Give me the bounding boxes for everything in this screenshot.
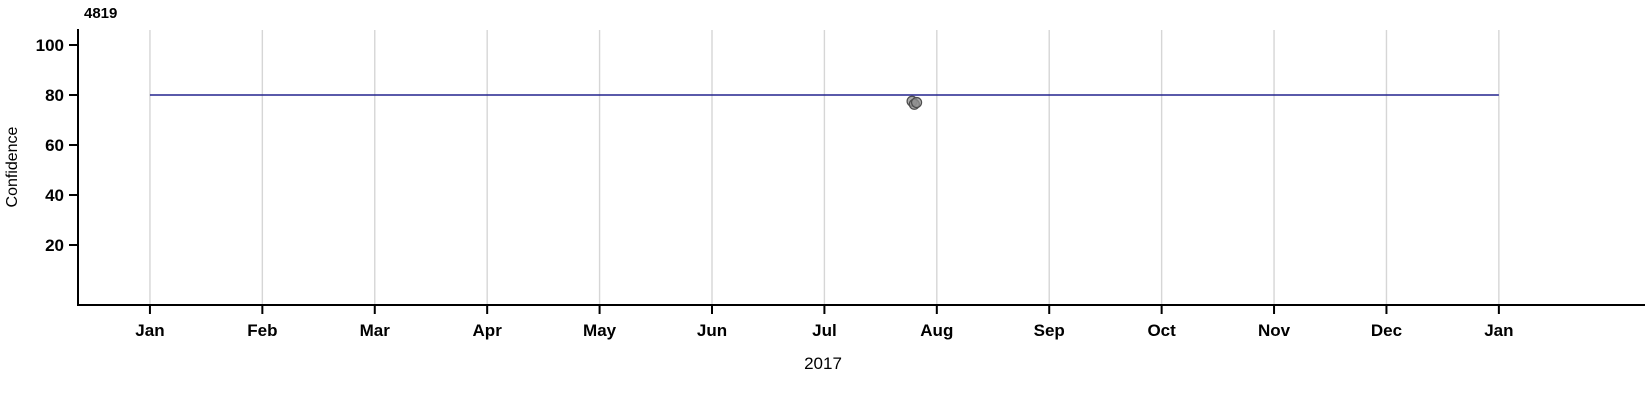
y-axis-label: Confidence [4,126,21,208]
x-tick-label-3-apr: Apr [473,321,503,340]
chart-title: 4819 [84,5,118,22]
y-tick-label-100: 100 [36,36,64,55]
y-tick-label-20: 20 [45,236,64,255]
y-tick-label-40: 40 [45,186,64,205]
x-tick-label-5-jun: Jun [697,321,727,340]
x-tick-label-12-jan: Jan [1484,321,1513,340]
x-axis-label: 2017 [804,354,842,373]
x-tick-label-6-jul: Jul [812,321,837,340]
y-tick-label-80: 80 [45,86,64,105]
x-tick-label-10-nov: Nov [1258,321,1291,340]
x-tick-label-0-jan: Jan [135,321,164,340]
confidence-observations-point-2 [910,96,923,109]
x-tick-label-4-may: May [583,321,617,340]
x-tick-label-11-dec: Dec [1371,321,1402,340]
y-tick-label-60: 60 [45,136,64,155]
x-tick-label-1-feb: Feb [247,321,277,340]
x-tick-label-7-aug: Aug [920,321,953,340]
x-tick-label-9-oct: Oct [1147,321,1176,340]
x-tick-label-8-sep: Sep [1034,321,1065,340]
x-tick-label-2-mar: Mar [360,321,391,340]
